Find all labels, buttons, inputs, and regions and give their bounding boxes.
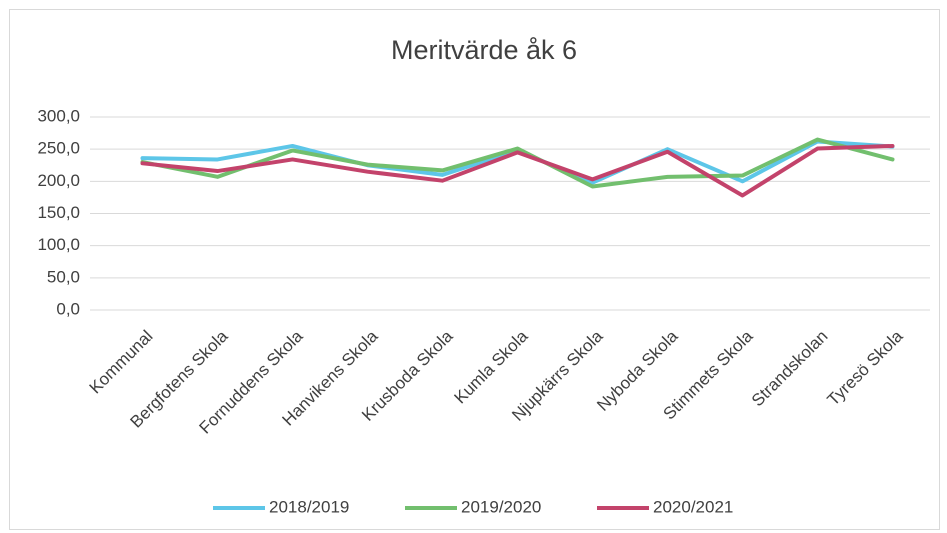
legend-label: 2019/2020	[461, 497, 541, 516]
y-tick-label: 50,0	[47, 267, 80, 286]
y-tick-label: 200,0	[37, 171, 80, 190]
y-tick-label: 250,0	[37, 139, 80, 158]
legend-label: 2018/2019	[269, 497, 349, 516]
chart-border	[9, 9, 940, 530]
y-tick-label: 150,0	[37, 203, 80, 222]
chart-title: Meritvärde åk 6	[391, 35, 577, 65]
y-tick-label: 100,0	[37, 235, 80, 254]
y-tick-label: 0,0	[56, 299, 80, 318]
legend-label: 2020/2021	[653, 497, 733, 516]
line-series	[140, 137, 895, 189]
line-series	[140, 143, 895, 198]
y-tick-label: 300,0	[37, 106, 80, 125]
